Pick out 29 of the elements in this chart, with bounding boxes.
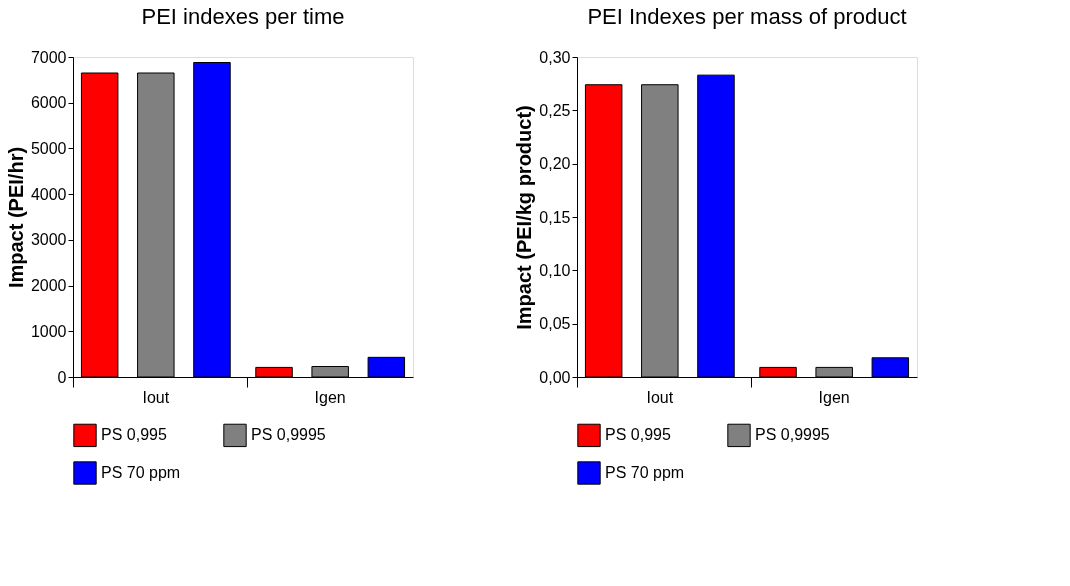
legend-label: PS 0,9995 (755, 426, 830, 444)
y-tick-label: 0,15 (539, 208, 571, 226)
y-tick-label: 6000 (30, 94, 67, 112)
y-tick-label: 0,20 (539, 155, 571, 173)
y-axis-title: Impact (PEI/hr) (4, 146, 27, 289)
y-tick-label: 2000 (30, 277, 67, 295)
y-tick-label: 3000 (30, 231, 67, 249)
y-tick-label: 0,10 (539, 261, 571, 279)
chart-title: PEI indexes per time (141, 4, 345, 29)
legend-label: PS 0,9995 (251, 426, 326, 444)
y-tick-label: 0,30 (539, 48, 571, 66)
y-tick-label: 5000 (30, 139, 67, 157)
y-tick-label: 4000 (30, 185, 67, 203)
y-tick-label: 0,00 (539, 368, 571, 386)
legend-label: PS 70 ppm (605, 464, 685, 481)
x-tick-label: Iout (142, 388, 170, 406)
legend-label: PS 70 ppm (101, 464, 181, 481)
legend-label: PS 0,995 (605, 426, 671, 444)
y-tick-label: 0,25 (539, 101, 571, 119)
x-tick-label: Igen (818, 388, 850, 406)
y-tick-label: 0,05 (539, 315, 571, 333)
y-tick-label: 1000 (30, 322, 67, 340)
y-tick-label: 0 (57, 368, 67, 386)
x-tick-label: Iout (646, 388, 674, 406)
chart-title: PEI Indexes per mass of product (587, 4, 907, 29)
legend-label: PS 0,995 (101, 426, 167, 444)
y-axis-title: Impact (PEI/kg product) (513, 105, 536, 330)
x-tick-label: Igen (314, 388, 346, 406)
y-tick-label: 7000 (30, 48, 67, 66)
